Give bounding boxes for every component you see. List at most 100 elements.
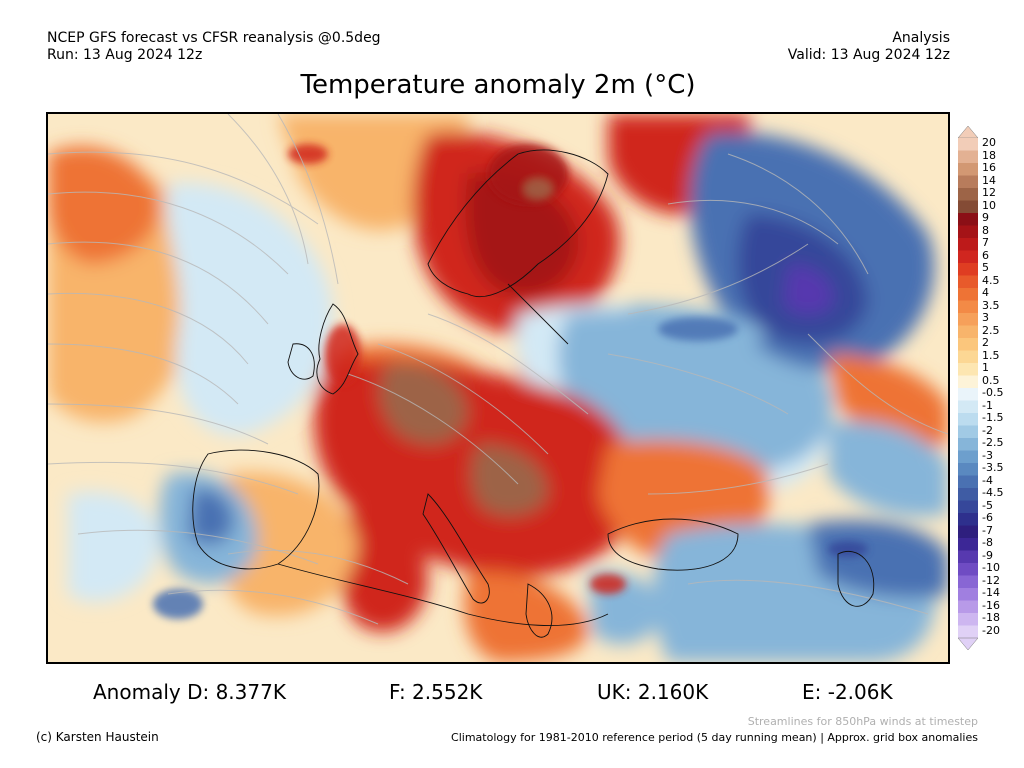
colorbar-cell bbox=[958, 538, 978, 551]
colorbar-cell bbox=[958, 488, 978, 501]
streamline bbox=[427, 313, 589, 415]
anomaly-detail bbox=[153, 144, 868, 619]
anomaly-patch bbox=[471, 444, 548, 517]
streamline bbox=[377, 343, 549, 455]
colorbar-cell bbox=[958, 450, 978, 464]
streamlines-note: Streamlines for 850hPa winds at timestep bbox=[747, 715, 978, 728]
anomaly-patch bbox=[465, 172, 579, 296]
colorbar-tick-label: 18 bbox=[982, 148, 996, 162]
streamline bbox=[77, 529, 319, 565]
colorbar-cell bbox=[958, 275, 978, 289]
colorbar-tick-label: -7 bbox=[982, 523, 993, 537]
colorbar-cell bbox=[958, 550, 978, 564]
colorbar-cell bbox=[958, 338, 978, 351]
colorbar-tick-label: -1.5 bbox=[982, 411, 1004, 424]
coastline-italy bbox=[422, 493, 490, 604]
colorbar-tick-label: -0.5 bbox=[982, 386, 1004, 399]
colorbar-cell bbox=[958, 325, 978, 339]
colorbar-cell bbox=[958, 263, 978, 276]
header-right: Analysis Valid: 13 Aug 2024 12z bbox=[788, 30, 950, 64]
colorbar-tick-label: 9 bbox=[982, 211, 989, 224]
anomaly-patch bbox=[808, 520, 948, 598]
wind-streamlines bbox=[48, 114, 948, 625]
coastline-caspian bbox=[837, 550, 875, 607]
colorbar-tick-label: 1.5 bbox=[982, 348, 1000, 362]
colorbar-cell bbox=[958, 588, 978, 601]
anomaly-field bbox=[48, 114, 948, 662]
colorbar-tick-label: -2.5 bbox=[982, 436, 1004, 449]
colorbar-tick-label: 6 bbox=[982, 248, 989, 262]
stat-france: F: 2.552K bbox=[389, 680, 483, 704]
colorbar-cell bbox=[958, 525, 978, 539]
anomaly-spot bbox=[288, 144, 328, 164]
colorbar-tick-label: 12 bbox=[982, 186, 996, 199]
colorbar-tick-label: 7 bbox=[982, 236, 989, 249]
streamline bbox=[277, 114, 339, 285]
anomaly-patch bbox=[48, 146, 160, 264]
colorbar bbox=[958, 126, 978, 650]
coastline-mediterranean bbox=[277, 563, 609, 626]
colorbar-cell bbox=[958, 150, 978, 164]
colorbar-cell bbox=[958, 575, 978, 589]
colorbar-tick-label: -2 bbox=[982, 423, 993, 437]
streamline bbox=[667, 199, 839, 245]
anomaly-patch bbox=[339, 512, 428, 632]
streamline bbox=[48, 343, 239, 405]
colorbar-cell bbox=[958, 175, 978, 189]
colorbar-cell bbox=[958, 313, 978, 326]
colorbar-cell bbox=[958, 288, 978, 301]
anomaly-spot bbox=[590, 574, 626, 594]
colorbar-tick-label: -4 bbox=[982, 473, 993, 487]
streamline bbox=[48, 241, 269, 325]
stat-uk: UK: 2.160K bbox=[597, 680, 709, 704]
anomaly-spot bbox=[658, 317, 738, 341]
anomaly-map bbox=[46, 112, 950, 664]
coastlines bbox=[192, 149, 875, 638]
header-left: NCEP GFS forecast vs CFSR reanalysis @0.… bbox=[47, 30, 381, 64]
anomaly-patch bbox=[218, 472, 358, 616]
run-time: Run: 13 Aug 2024 12z bbox=[47, 47, 203, 63]
streamline bbox=[48, 151, 319, 225]
colorbar-max-triangle bbox=[958, 126, 978, 139]
colorbar-cell bbox=[958, 375, 978, 389]
colorbar-cell bbox=[958, 425, 978, 439]
colorbar-cell bbox=[958, 600, 978, 614]
anomaly-patch bbox=[68, 492, 160, 602]
streamline bbox=[167, 589, 379, 625]
coastline-baltic bbox=[507, 283, 569, 345]
stat-spain: E: -2.06K bbox=[802, 680, 893, 704]
colorbar-cell bbox=[958, 613, 978, 626]
streamline bbox=[48, 403, 269, 445]
colorbar-cell bbox=[958, 363, 978, 376]
streamline bbox=[627, 243, 809, 315]
coastline-black-sea bbox=[607, 518, 739, 571]
colorbar-cell bbox=[958, 400, 978, 414]
streamline bbox=[227, 549, 409, 585]
colorbar-cell bbox=[958, 413, 978, 426]
colorbar-tick-label: -3.5 bbox=[982, 461, 1004, 474]
anomaly-spot bbox=[153, 589, 203, 619]
colorbar-cell bbox=[958, 513, 978, 526]
colorbar-cell bbox=[958, 188, 978, 201]
colorbar-tick-label: -14 bbox=[982, 586, 1000, 599]
anomaly-spot bbox=[524, 179, 552, 199]
colorbar-cell bbox=[958, 200, 978, 214]
coastline-uk bbox=[316, 303, 359, 395]
colorbar-cell bbox=[958, 225, 978, 239]
colorbar-tick-label: -1 bbox=[982, 398, 993, 412]
colorbar-tick-label: -5 bbox=[982, 498, 993, 512]
streamline bbox=[48, 461, 299, 495]
colorbar-tick-label: 20 bbox=[982, 136, 996, 149]
copyright: (c) Karsten Haustein bbox=[36, 730, 159, 744]
colorbar-tick-label: 4.5 bbox=[982, 273, 1000, 287]
streamline bbox=[807, 333, 948, 435]
colorbar-tick-label: -20 bbox=[982, 623, 1000, 637]
coastline-scandinavia bbox=[427, 149, 609, 298]
streamline bbox=[227, 114, 309, 265]
stat-germany: Anomaly D: 8.377K bbox=[93, 680, 286, 704]
streamline bbox=[647, 463, 829, 495]
regional-stats: Anomaly D: 8.377K F: 2.552K UK: 2.160K E… bbox=[0, 680, 1024, 706]
colorbar-tick-label: -12 bbox=[982, 573, 1000, 587]
colorbar-cell bbox=[958, 563, 978, 576]
colorbar-cell bbox=[958, 163, 978, 176]
